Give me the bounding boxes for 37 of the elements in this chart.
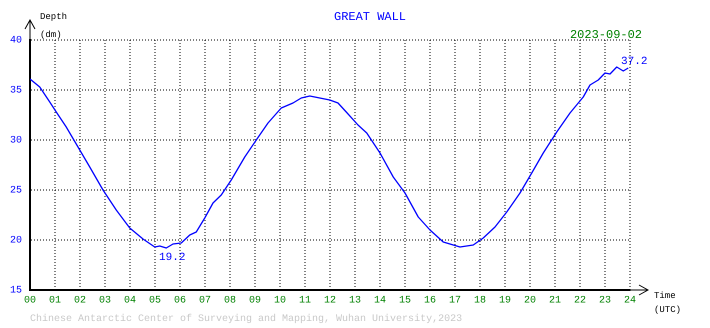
x-tick-label: 00 [24,296,36,307]
x-tick-label: 13 [348,296,362,307]
x-tick-label: 04 [124,296,136,307]
x-tick-label: 01 [48,296,62,307]
x-tick-label: 15 [398,296,412,307]
y-axis-title: Depth (dm) [40,12,68,40]
x-tick-label: 22 [574,296,586,307]
y-tick-label: 15 [10,286,22,297]
x-tick-label: 14 [374,296,386,307]
x-tick-label: 19 [498,296,512,307]
annotation: 37.2 [621,56,648,68]
x-tick-label: 08 [224,296,236,307]
y-tick-label: 30 [10,136,22,147]
x-tick-label: 03 [98,296,112,307]
x-tick-label: 16 [424,296,436,307]
x-tick-label: 18 [474,296,486,307]
x-tick-label: 20 [524,296,536,307]
x-tick-label: 24 [624,296,636,307]
x-tick-label: 02 [74,296,86,307]
x-tick-label: 10 [274,296,286,307]
x-tick-label: 21 [548,296,562,307]
x-tick-label: 23 [598,296,612,307]
x-tick-label: 05 [148,296,162,307]
y-tick-label: 20 [10,236,22,247]
x-tick-label: 11 [298,296,312,307]
annotation: 19.2 [159,252,186,264]
x-tick-label: 09 [248,296,262,307]
x-tick-label: 07 [198,296,212,307]
x-tick-label: 06 [174,296,186,307]
x-axis-title: Time (UTC) [654,291,682,315]
x-tick-label: 17 [448,296,462,307]
y-tick-label: 35 [10,86,22,97]
y-tick-label: 25 [10,186,22,197]
chart-title: GREAT WALL [334,10,406,24]
x-tick-label: 12 [324,296,336,307]
chart-subtitle: 2023-09-02 [570,28,642,42]
y-tick-label: 40 [10,36,22,47]
